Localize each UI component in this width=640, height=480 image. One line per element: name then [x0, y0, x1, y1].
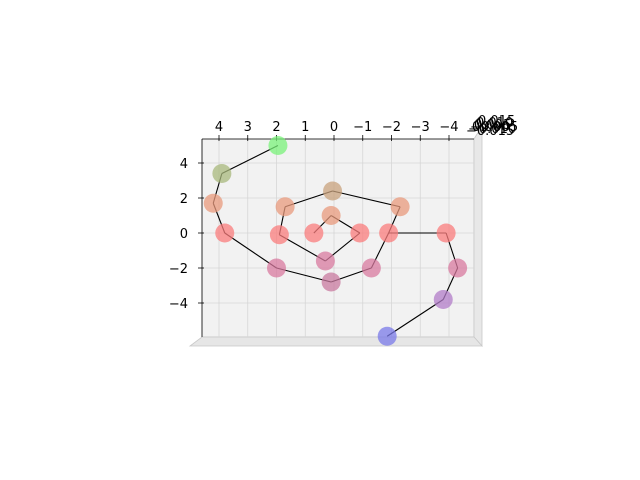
data-point-4	[269, 225, 289, 245]
y-tick-label-1: 2	[180, 192, 188, 207]
x-axis-ticks: 4 3 2 1 0 −1 −2 −3 −4	[215, 120, 459, 141]
data-point-10	[321, 272, 341, 292]
data-point-7	[390, 197, 410, 217]
data-point-11	[267, 258, 286, 278]
line-segment-11	[224, 232, 277, 269]
data-points	[203, 136, 468, 346]
z-axis-ticks: 0.015 0.010 0.005 0.000 −0.005 −0.010 −0…	[466, 114, 518, 139]
data-point-18	[433, 290, 453, 309]
z-tick-label-3: 0.000	[472, 120, 509, 135]
line-segment-14	[221, 145, 279, 174]
x-tick-label-0: 4	[215, 120, 223, 135]
x-tick-label-3: 1	[301, 120, 309, 135]
data-point-14	[212, 164, 232, 183]
z-tick-label-5: −0.010	[468, 122, 516, 137]
z-tick-label-0: 0.015	[478, 114, 515, 129]
x-tick-label-6: −2	[382, 120, 401, 135]
z-tick-label-1: 0.010	[476, 116, 513, 131]
data-point-12	[215, 223, 235, 243]
z-tick-label-2: 0.005	[474, 118, 511, 133]
x-tick-label-7: −3	[411, 120, 430, 135]
y-tick-label-0: 4	[180, 157, 188, 172]
line-segment-6	[332, 190, 401, 208]
data-point-2	[350, 223, 370, 243]
data-point-16	[436, 223, 456, 243]
bottom-side-pane	[188, 336, 483, 347]
data-point-1	[321, 206, 341, 225]
data-point-3	[315, 251, 335, 271]
x-tick-label-4: 0	[330, 120, 338, 135]
data-point-5	[275, 197, 295, 217]
axes-pane	[188, 124, 483, 348]
data-point-8	[379, 223, 399, 243]
x-tick-label-8: −4	[439, 120, 458, 135]
x-tick-label-2: 2	[272, 120, 280, 135]
data-point-9	[361, 258, 381, 278]
data-point-6	[323, 181, 343, 201]
back-pane	[201, 138, 475, 338]
y-tick-label-4: −4	[169, 297, 188, 312]
y-tick-label-3: −2	[169, 262, 188, 277]
data-point-13	[203, 193, 223, 213]
data-point-15	[268, 136, 288, 155]
line-segment-18	[386, 299, 444, 337]
axis-lines	[201, 138, 474, 337]
z-tick-label-6: −0.015	[466, 124, 514, 139]
data-point-17	[448, 258, 468, 278]
data-point-0	[304, 223, 324, 243]
z-tick-label-4: −0.005	[470, 120, 518, 135]
data-point-19	[377, 326, 397, 346]
x-tick-label-1: 3	[244, 120, 252, 135]
y-tick-label-2: 0	[180, 227, 188, 242]
right-side-pane	[473, 124, 483, 348]
x-tick-label-5: −1	[353, 120, 372, 135]
y-axis-ticks: 4 2 0 −2 −4	[169, 157, 204, 312]
